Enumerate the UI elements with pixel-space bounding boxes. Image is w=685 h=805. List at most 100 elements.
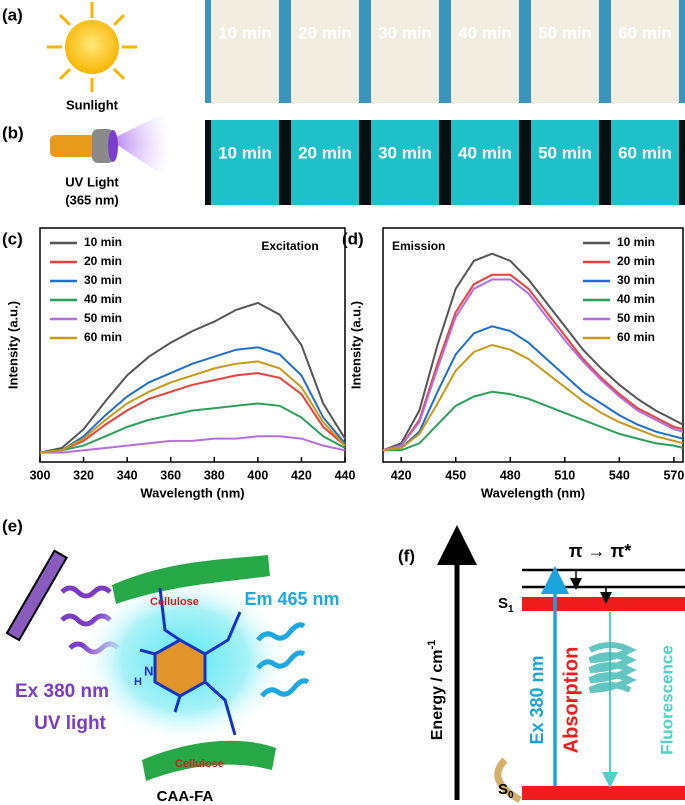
x-tick-label: 360 xyxy=(160,468,181,482)
series-line xyxy=(382,325,684,452)
legend-label: 10 min xyxy=(84,235,122,249)
series-line xyxy=(39,402,346,454)
state-text: S xyxy=(498,781,508,798)
sample-tile xyxy=(371,120,439,205)
series-line xyxy=(39,372,346,454)
plot-frame xyxy=(382,227,684,463)
sun-icon xyxy=(47,2,137,92)
legend-label: 40 min xyxy=(84,292,122,306)
state-subscript: 1 xyxy=(508,604,514,615)
tile-label: 40 min xyxy=(458,23,512,42)
photo-label: Sunlight xyxy=(66,97,119,112)
axis-text: Energy / cm xyxy=(429,650,446,741)
fluorescence-label: Fluorescence xyxy=(657,645,676,755)
panel-label: (d) xyxy=(342,229,364,248)
legend-label: 30 min xyxy=(84,273,122,287)
legend-label: 20 min xyxy=(84,254,122,268)
state-text: S xyxy=(498,595,508,612)
photo-label: (365 nm) xyxy=(65,192,118,207)
legend-label: 60 min xyxy=(84,330,122,344)
x-tick-label: 420 xyxy=(291,468,312,482)
tile-label: 50 min xyxy=(538,23,592,42)
annotation: Excitation xyxy=(261,239,318,253)
state-label: S0 xyxy=(498,781,514,801)
x-tick-label: 450 xyxy=(445,468,466,482)
y-axis-label: Energy / cm-1 xyxy=(426,640,446,740)
legend-label: 60 min xyxy=(617,330,655,344)
legend-label: 10 min xyxy=(617,235,655,249)
sample-tile xyxy=(451,0,519,103)
excitation-label: Ex 380 nm xyxy=(15,681,109,702)
atom-label: H xyxy=(134,676,142,688)
photo xyxy=(205,0,685,103)
x-tick-label: 570 xyxy=(663,468,684,482)
series-line xyxy=(382,252,684,452)
series-line xyxy=(382,343,684,452)
state-subscript: 0 xyxy=(508,790,514,801)
x-tick-label: 400 xyxy=(247,468,268,482)
sample-tile xyxy=(451,120,519,205)
panel-label: (b) xyxy=(2,123,24,142)
sample-tile xyxy=(291,120,359,205)
x-tick-label: 440 xyxy=(335,468,356,482)
x-tick-label: 420 xyxy=(391,468,412,482)
x-tick-label: 320 xyxy=(73,468,94,482)
absorption-label: Absorption xyxy=(560,647,582,754)
sample-tile xyxy=(211,0,279,103)
series-line xyxy=(382,273,684,452)
excitation-label: Ex 380 nm xyxy=(527,655,547,744)
atom-label: N xyxy=(144,663,153,678)
photo-label: UV Light xyxy=(65,174,119,189)
state-label: S1 xyxy=(498,595,514,615)
tile-label: 10 min xyxy=(218,23,272,42)
x-axis-label: Wavelength (nm) xyxy=(481,485,585,500)
tile-label: 20 min xyxy=(298,143,352,162)
sample-tile xyxy=(531,0,599,103)
x-axis-label: Wavelength (nm) xyxy=(140,485,244,500)
energy-diagram xyxy=(437,525,685,804)
legend-label: 50 min xyxy=(617,311,655,325)
x-tick-label: 300 xyxy=(30,468,51,482)
transition-label: π → π* xyxy=(569,541,632,561)
panel-label: (e) xyxy=(2,516,23,535)
series-line xyxy=(39,346,346,454)
x-tick-label: 480 xyxy=(500,468,521,482)
series-line xyxy=(39,360,346,454)
cellulose-label: Cellulose xyxy=(175,758,224,770)
y-axis-label: Intensity (a.u.) xyxy=(5,301,20,389)
legend-label: 30 min xyxy=(617,273,655,287)
annotation: Emission xyxy=(392,239,445,253)
tile-label: 40 min xyxy=(458,143,512,162)
series-line xyxy=(383,390,684,452)
excitation-label: UV light xyxy=(34,713,106,734)
plot-frame xyxy=(39,227,346,463)
tile-label: 20 min xyxy=(298,23,352,42)
x-tick-label: 380 xyxy=(204,468,225,482)
cellulose-label: Cellulose xyxy=(150,596,199,608)
photo xyxy=(205,120,685,205)
legend-label: 50 min xyxy=(84,311,122,325)
molecule-illustration xyxy=(5,549,310,781)
axis-superscript: -1 xyxy=(426,640,438,650)
sample-tile xyxy=(291,0,359,103)
sample-tile xyxy=(371,0,439,103)
sample-tile xyxy=(211,120,279,205)
x-tick-label: 540 xyxy=(609,468,630,482)
tile-label: 10 min xyxy=(218,143,272,162)
series-line xyxy=(39,301,346,454)
legend-label: 40 min xyxy=(617,292,655,306)
panel-label: (f) xyxy=(398,546,415,565)
sample-tile xyxy=(611,120,679,205)
tile-label: 60 min xyxy=(618,23,672,42)
series-line xyxy=(40,435,346,454)
tile-label: 30 min xyxy=(378,143,432,162)
x-tick-label: 340 xyxy=(117,468,138,482)
panel-label: (a) xyxy=(2,5,23,24)
x-tick-label: 510 xyxy=(554,468,575,482)
tile-label: 60 min xyxy=(618,143,672,162)
legend-label: 20 min xyxy=(617,254,655,268)
series-line xyxy=(382,278,684,452)
sample-tile xyxy=(611,0,679,103)
sample-tile xyxy=(531,120,599,205)
